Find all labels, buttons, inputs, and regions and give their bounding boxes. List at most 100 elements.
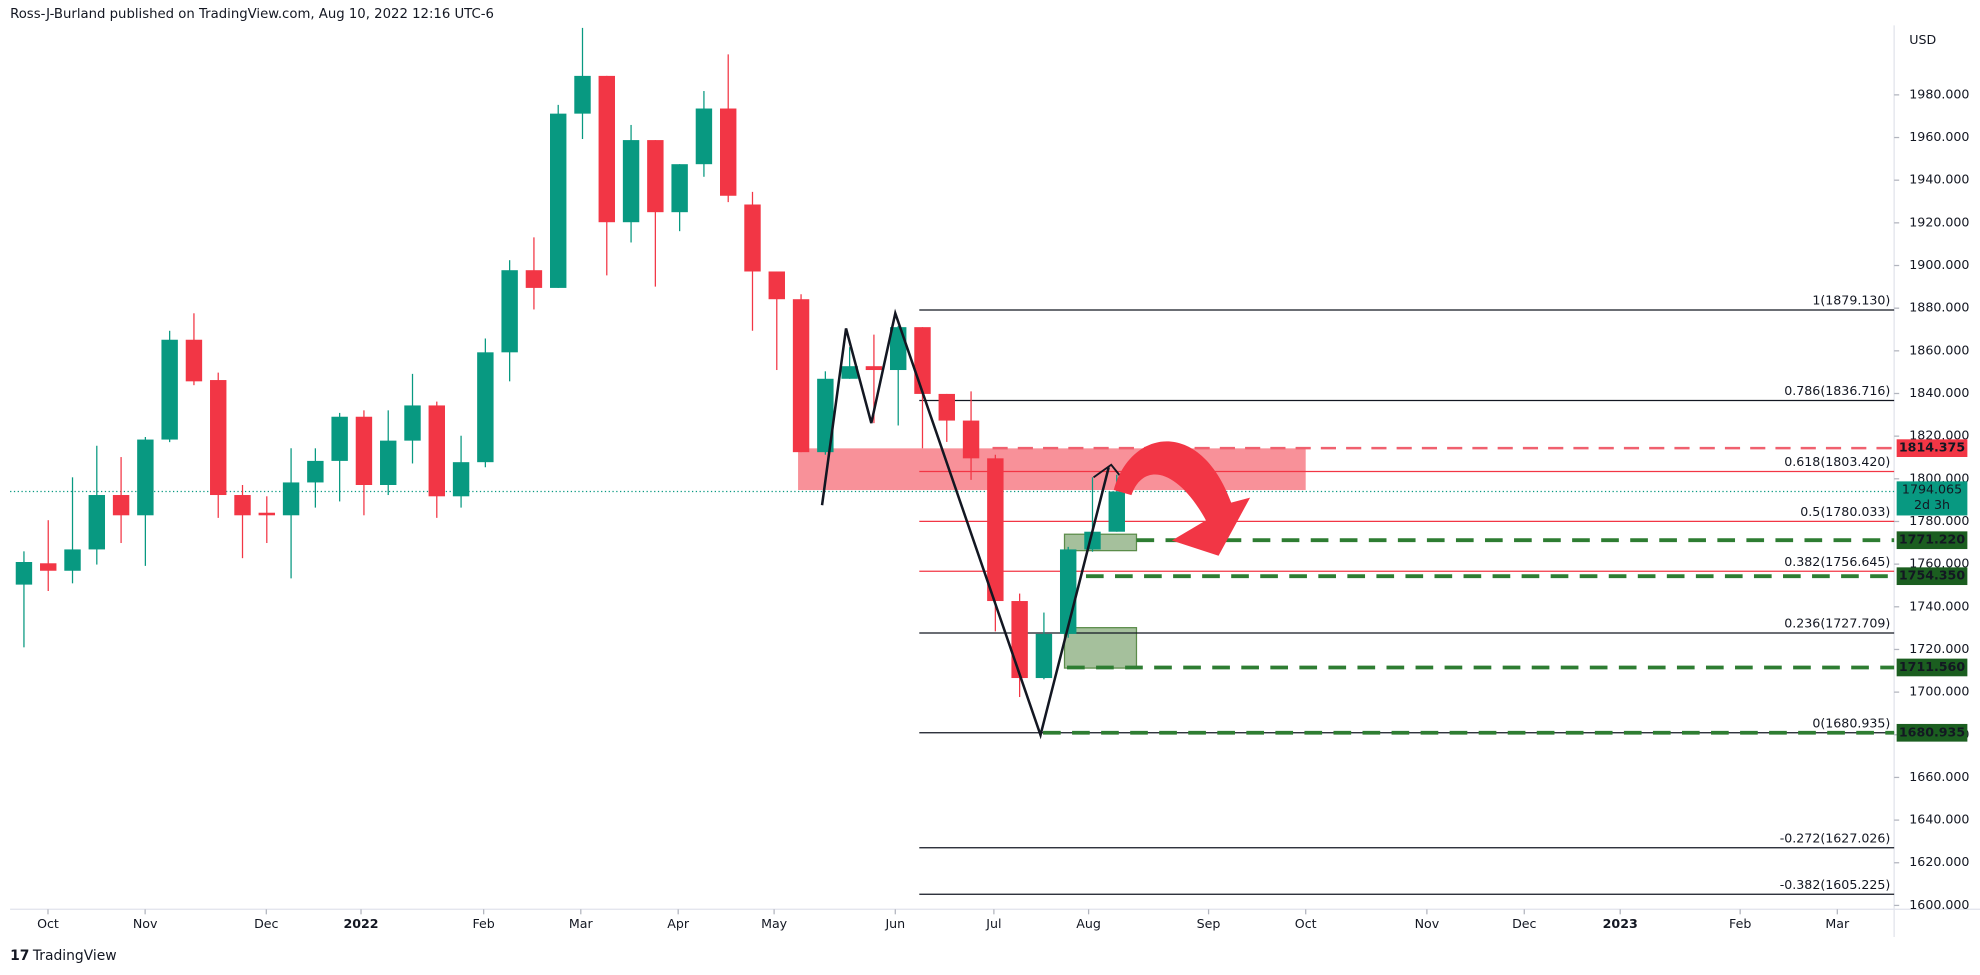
candle-body (258, 512, 276, 516)
candle-body (695, 108, 713, 165)
fib-label: 0.786(1836.716) (1784, 383, 1890, 398)
x-tick-label: 2022 (343, 916, 378, 931)
candle-body (331, 416, 348, 461)
candle-body (380, 440, 397, 486)
candle-body (889, 327, 907, 371)
candle-body (15, 562, 33, 585)
candle-body (477, 352, 494, 463)
currency-label: USD (1909, 32, 1936, 47)
candle-body (428, 405, 445, 497)
price-tag (1896, 531, 1968, 550)
zones (798, 448, 1306, 669)
pattern-arrow (1092, 463, 1123, 479)
fib-label: -0.382(1605.225) (1780, 877, 1891, 892)
candle-body (307, 460, 324, 483)
y-tick-label: 1940.000 (1909, 172, 1969, 187)
x-tick-label: Apr (667, 916, 690, 931)
y-tick-label: 1700.000 (1909, 684, 1969, 699)
x-tick-label: Dec (1512, 916, 1536, 931)
y-tick-label: 1660.000 (1909, 769, 1969, 784)
fib-label: 1(1879.130) (1812, 293, 1890, 308)
y-tick-label: 1820.000 (1909, 428, 1969, 443)
candle-body (914, 327, 931, 394)
candle-body (817, 378, 834, 453)
x-tick-label: Aug (1076, 916, 1101, 931)
price-tag-label: 1814.375 (1899, 440, 1965, 455)
candle-body (574, 75, 591, 114)
candle-body (792, 299, 810, 453)
footer-logo: 17 TradingView (10, 948, 117, 964)
price-tag-label: 1771.220 (1899, 532, 1965, 547)
x-tick-label: Nov (1415, 916, 1440, 931)
candle-body (112, 495, 130, 516)
y-tick-label: 1960.000 (1909, 129, 1969, 144)
candle-body (234, 495, 251, 516)
y-tick-label: 1640.000 (1909, 812, 1969, 827)
price-tag (1896, 567, 1968, 586)
price-tag (1896, 439, 1968, 457)
price-tag (1896, 658, 1968, 677)
y-tick-label: 1900.000 (1909, 257, 1969, 272)
candle-body (40, 563, 57, 571)
candle-body (137, 439, 154, 516)
y-tick-label: 1760.000 (1909, 556, 1969, 571)
demand-zone (1063, 627, 1138, 669)
x-tick-label: Feb (1729, 916, 1751, 931)
x-tick-label: Jul (985, 916, 1001, 931)
watermark: TradingView (32, 948, 117, 964)
candle-body (550, 113, 567, 288)
last-price-label: 1794.065 (1902, 482, 1962, 497)
fib-label: -0.272(1627.026) (1780, 830, 1891, 845)
candle-body (1035, 633, 1053, 679)
y-tick-label: 1840.000 (1909, 385, 1969, 400)
candle-body (987, 458, 1004, 602)
candle-body (501, 270, 518, 353)
candle-body (64, 549, 81, 571)
candle-body (282, 482, 300, 516)
y-tick-label: 1780.000 (1909, 513, 1969, 528)
candle-body (671, 164, 688, 213)
price-tag-label: 1754.350 (1899, 568, 1965, 583)
x-tick-label: Nov (133, 916, 158, 931)
x-tick-label: May (761, 916, 788, 931)
x-tick-label: Oct (37, 916, 59, 931)
candle-body (768, 271, 785, 300)
candle-body (598, 75, 615, 223)
y-tick-label: 1880.000 (1909, 300, 1969, 315)
candle-body (647, 140, 664, 213)
candle-body (744, 204, 761, 272)
candle-body (88, 495, 106, 550)
candle-body (525, 270, 543, 288)
x-tick-label: Oct (1295, 916, 1317, 931)
publisher-header: Ross-J-Burland published on TradingView.… (10, 7, 494, 22)
candle-body (962, 420, 980, 459)
fib-label: 0.236(1727.709) (1784, 616, 1890, 631)
x-tick-label: Mar (1825, 916, 1850, 931)
x-tick-label: Mar (569, 916, 594, 931)
fib-label: 0.618(1803.420) (1784, 454, 1890, 469)
logo-icon: 17 (10, 948, 29, 964)
y-tick-label: 1600.000 (1909, 897, 1969, 912)
plot-area: 1600.0001620.0001640.0001660.0001680.000… (10, 27, 1969, 931)
x-tick-label: Dec (254, 916, 278, 931)
candle-body (161, 339, 178, 440)
candle-body (938, 393, 955, 421)
x-tick-label: Sep (1197, 916, 1221, 931)
x-tick-label: 2023 (1603, 916, 1638, 931)
y-tick-label: 1620.000 (1909, 854, 1969, 869)
y-tick-label: 1740.000 (1909, 598, 1969, 613)
candle-body (622, 140, 640, 223)
candle-body (355, 416, 373, 486)
candle-body (1011, 601, 1028, 679)
last-price-tag (1896, 481, 1968, 516)
countdown-label: 2d 3h (1914, 497, 1950, 512)
supply-zone (798, 448, 1306, 491)
candle-body (720, 108, 737, 196)
candle-body (404, 405, 421, 441)
candle-body (1108, 491, 1125, 532)
candle-body (865, 366, 883, 371)
x-tick-label: Feb (472, 916, 494, 931)
y-tick-label: 1920.000 (1909, 214, 1969, 229)
fib-label: 0.5(1780.033) (1800, 504, 1890, 519)
